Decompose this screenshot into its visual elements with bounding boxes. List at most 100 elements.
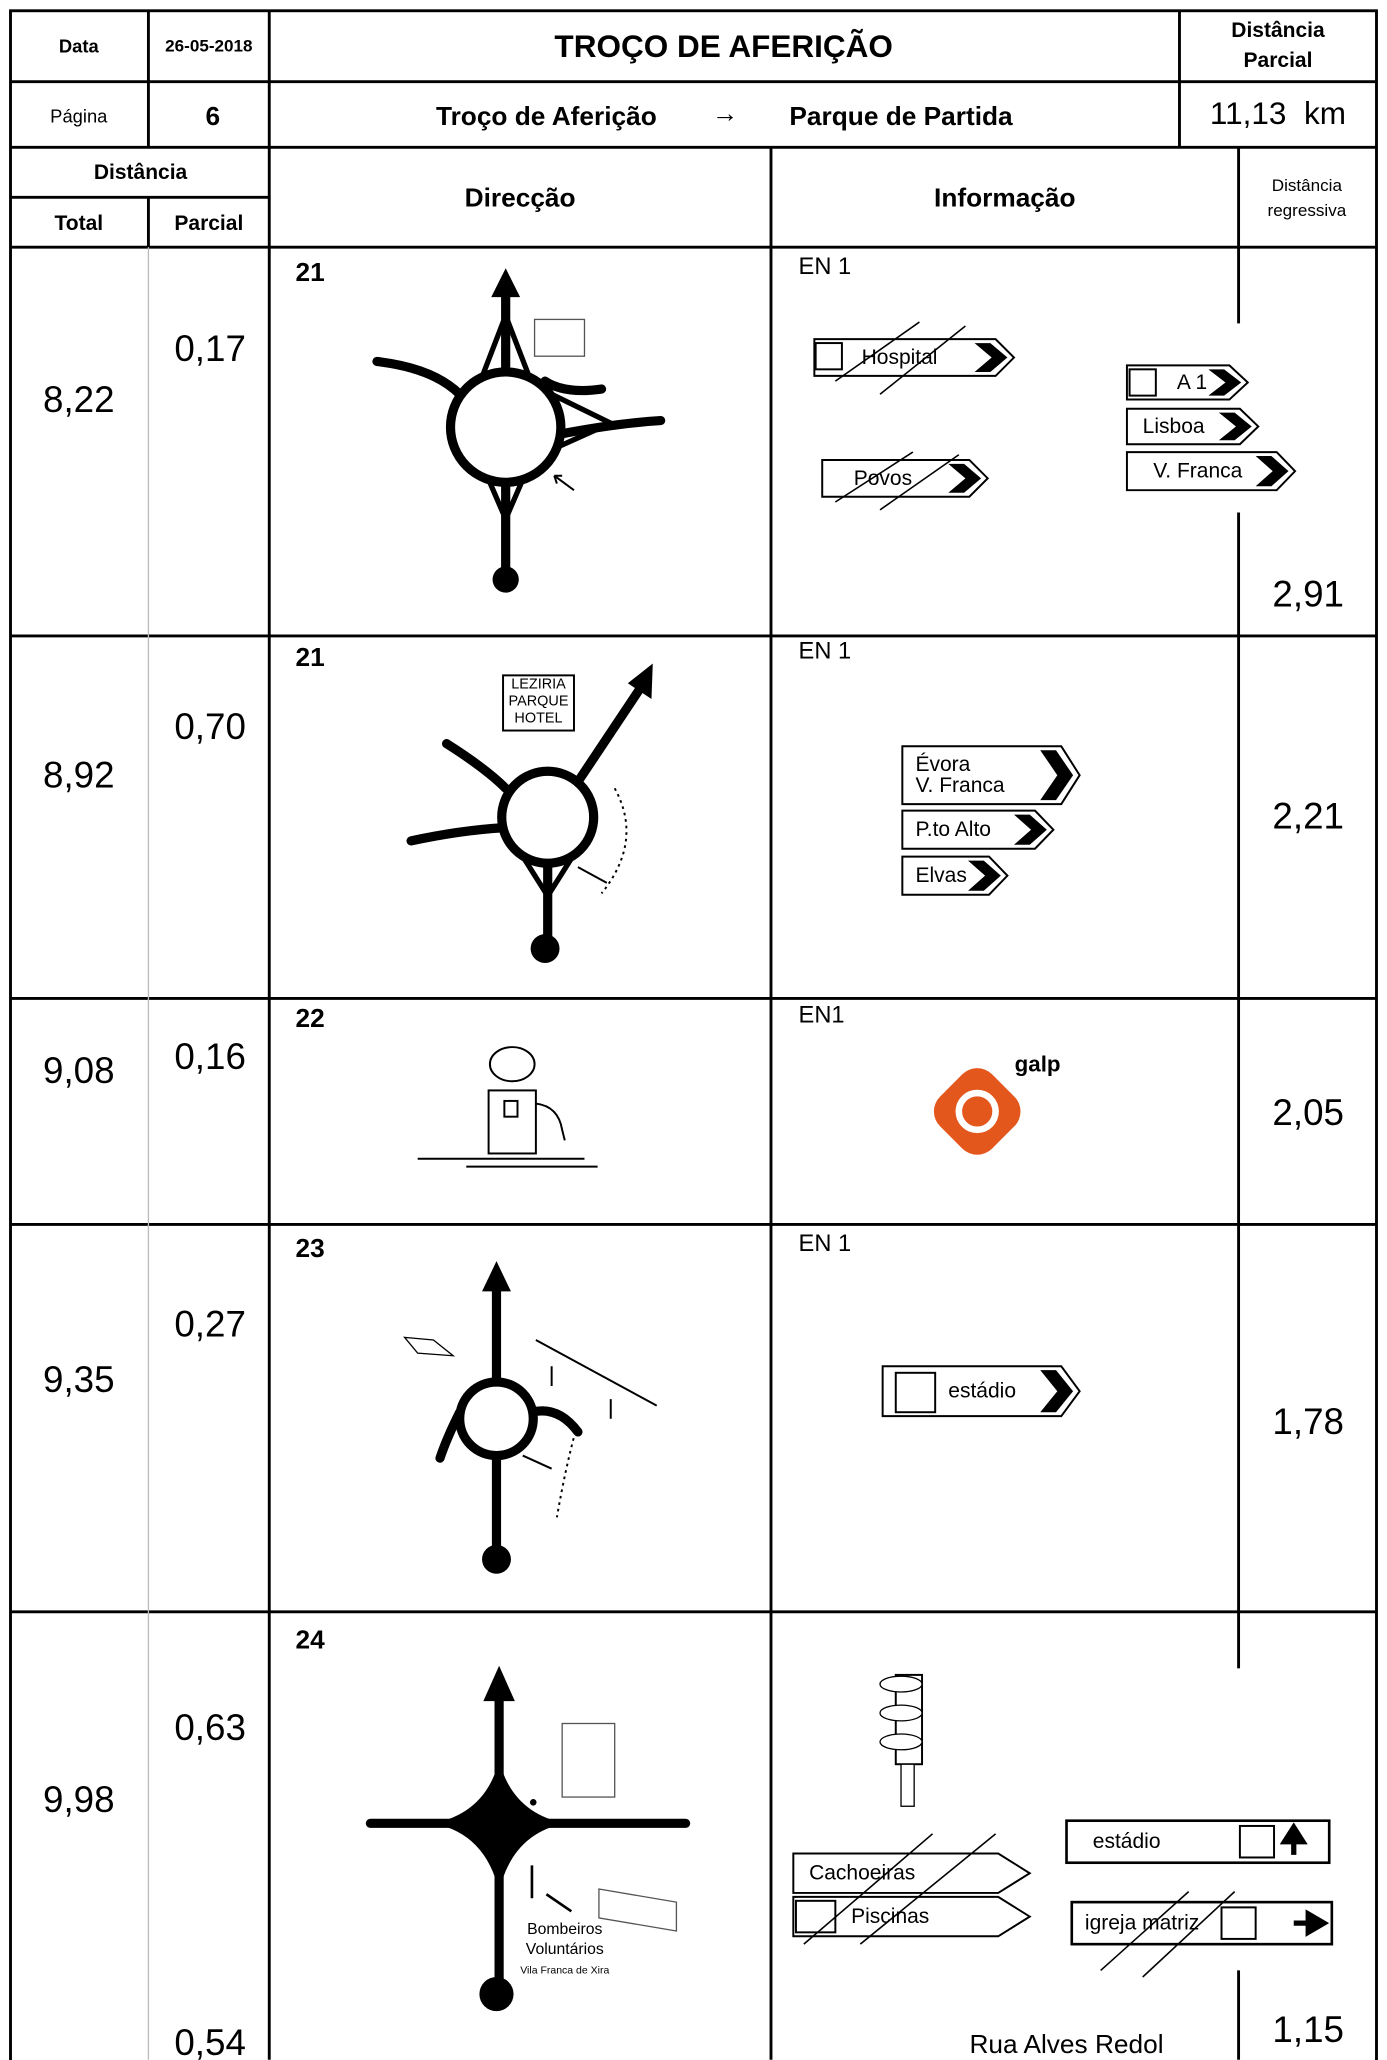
fuel-pump-diagram bbox=[417, 1046, 598, 1168]
sign-chevron bbox=[1218, 412, 1252, 441]
decoration bbox=[433, 1760, 565, 1892]
regressive-distance: 2,91 bbox=[1272, 573, 1344, 614]
step-number: 21 bbox=[296, 642, 325, 672]
decoration bbox=[522, 1454, 553, 1470]
regressive-distance: 1,15 bbox=[1272, 2009, 1344, 2050]
direction-sign: Cachoeiras bbox=[792, 1852, 1032, 1894]
decoration bbox=[455, 1377, 538, 1461]
decoration bbox=[859, 1833, 997, 1945]
regressive-distance: 1,78 bbox=[1272, 1401, 1344, 1442]
sign-text: A 1 bbox=[1177, 371, 1207, 394]
decoration bbox=[535, 1102, 566, 1141]
sign-icon bbox=[1238, 1824, 1276, 1859]
direction-sign: Povos bbox=[821, 458, 990, 498]
landmark-label: LEZIRIA bbox=[511, 677, 566, 693]
decoration bbox=[372, 287, 666, 583]
landmark-label: PARQUE bbox=[509, 694, 569, 710]
decoration bbox=[530, 1865, 573, 1913]
decoration bbox=[879, 1704, 923, 1722]
decoration bbox=[834, 451, 914, 503]
sign-board bbox=[901, 809, 1055, 850]
decoration bbox=[502, 674, 575, 732]
column-header: regressiva bbox=[1268, 201, 1347, 220]
decoration bbox=[933, 1068, 1021, 1155]
decoration bbox=[600, 787, 628, 895]
sign-board bbox=[792, 1895, 1032, 1938]
decoration: 8,22 0,17 21 EN 1 2,91 8,92 0,70 21 EN 1 2,21 9,08… bbox=[43, 254, 1344, 2060]
roundabout-diagram bbox=[406, 663, 653, 964]
landmark-label: HOTEL bbox=[514, 711, 562, 727]
step-number: 21 bbox=[296, 257, 325, 287]
direction-sign: Hospital bbox=[813, 338, 1016, 377]
sign-board bbox=[1125, 451, 1297, 492]
roundabout-diagram bbox=[372, 268, 666, 593]
decoration bbox=[492, 566, 519, 593]
direction-sign: V. Franca bbox=[1125, 451, 1297, 492]
decoration bbox=[879, 1733, 923, 1751]
step-number: 23 bbox=[296, 1233, 325, 1263]
page-label: Página bbox=[50, 105, 108, 126]
column-header: Distância bbox=[94, 161, 188, 184]
sign-text: Piscinas bbox=[851, 1905, 929, 1928]
decoration bbox=[834, 321, 920, 382]
decoration bbox=[1142, 1891, 1236, 1978]
table-grid bbox=[9, 9, 1378, 2060]
decoration bbox=[577, 866, 608, 884]
galp-logo bbox=[933, 1068, 1021, 1155]
step-number: 24 bbox=[296, 1624, 326, 1654]
decoration bbox=[406, 678, 649, 951]
direction-sign: Elvas bbox=[901, 855, 1009, 896]
road-name: EN 1 bbox=[799, 639, 852, 665]
decoration bbox=[9, 9, 1378, 2060]
partial-label: Parcial bbox=[1244, 49, 1313, 72]
direction-sign: Piscinas bbox=[792, 1895, 1032, 1938]
sign-text: V. Franca bbox=[915, 774, 1004, 797]
column-header: Distância bbox=[1272, 176, 1343, 195]
sign-chevron bbox=[1013, 814, 1047, 845]
partial-distance: 11,13 km bbox=[1210, 95, 1346, 131]
sign-text: estádio bbox=[1093, 1830, 1161, 1853]
route-to: Parque de Partida bbox=[789, 101, 1013, 131]
partial-distance: 0,54 bbox=[174, 2022, 246, 2060]
column-header: Informação bbox=[934, 182, 1076, 212]
sign-icon bbox=[894, 1371, 937, 1414]
decoration bbox=[553, 474, 575, 491]
traffic-light bbox=[879, 1673, 924, 1807]
sign-text: Elvas bbox=[915, 864, 966, 887]
sign-text: Lisboa bbox=[1143, 415, 1205, 438]
sign-chevron bbox=[1208, 369, 1242, 396]
decoration bbox=[555, 1431, 577, 1518]
direction-sign: P.to Alto bbox=[901, 809, 1055, 850]
landmark-label: Vila Franca de Xira bbox=[520, 1964, 609, 1976]
decoration bbox=[561, 1722, 616, 1798]
decoration bbox=[627, 663, 653, 700]
sign-text: Cachoeiras bbox=[809, 1862, 915, 1885]
sign-icon bbox=[794, 1899, 837, 1934]
decoration bbox=[803, 1833, 934, 1945]
sign-chevron bbox=[1040, 1370, 1074, 1413]
partial-label: Distância bbox=[1231, 19, 1325, 42]
route-from: Troço de Aferição bbox=[436, 101, 657, 131]
sign-chevron bbox=[1040, 750, 1074, 801]
page-number: 6 bbox=[205, 101, 220, 131]
brand-name: galp bbox=[1015, 1052, 1061, 1077]
decoration bbox=[598, 1888, 678, 1932]
decoration bbox=[479, 1976, 514, 2012]
decoration bbox=[879, 325, 966, 395]
date-label: Data bbox=[59, 36, 100, 57]
decoration bbox=[435, 1282, 583, 1562]
direction-sign: igreja matriz bbox=[1070, 1900, 1334, 1946]
direction-sign: A 1 bbox=[1125, 364, 1250, 401]
road-name: EN1 bbox=[799, 1003, 845, 1029]
decoration bbox=[497, 766, 599, 868]
regressive-distance: 2,05 bbox=[1272, 1092, 1344, 1133]
regressive-distance: 2,21 bbox=[1272, 795, 1344, 836]
decoration bbox=[403, 1336, 456, 1357]
step-number: 22 bbox=[296, 1003, 325, 1033]
sign-icon bbox=[1128, 368, 1157, 397]
decoration bbox=[482, 1544, 511, 1574]
